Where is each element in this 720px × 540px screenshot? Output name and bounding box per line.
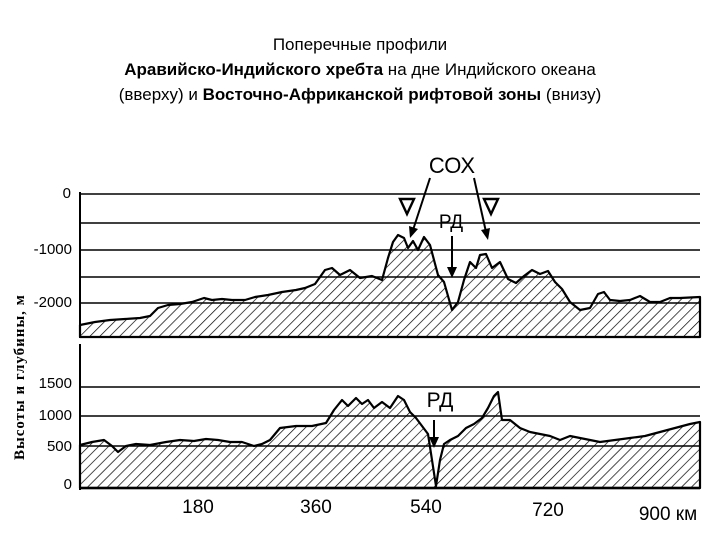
triangle-marker-icon: [482, 197, 500, 217]
label-rd-top: РД: [439, 212, 463, 233]
top-tick-label: -2000: [34, 294, 72, 311]
caption-rift-name: Восточно-Африканской рифтовой зоны: [202, 85, 542, 104]
caption-line-3: (вверху) и Восточно-Африканской рифтовой…: [0, 82, 720, 107]
bottom-tick-label: 1500: [39, 375, 72, 392]
bottom-tick-label: 0: [64, 476, 72, 493]
top-panel: 0 -1000 -2000 СОХ РД: [34, 153, 702, 339]
bottom-relief-fill: [78, 390, 702, 490]
arrow-head-icon: [447, 267, 457, 278]
top-tick-label: 0: [63, 185, 71, 202]
x-tick-label: 720: [532, 500, 564, 521]
x-tick-label: 180: [182, 497, 214, 518]
bottom-panel: 1500 1000 500 0 РД 180 360 540 720 900 к…: [39, 344, 702, 525]
x-tick-label: 900 км: [639, 504, 697, 525]
x-tick-label: 360: [300, 497, 332, 518]
bottom-tick-label: 500: [47, 438, 72, 455]
caption-line-1: Поперечные профили: [272, 35, 448, 54]
label-rd-bottom: РД: [427, 389, 454, 412]
caption-line3-post: (внизу): [541, 85, 602, 104]
caption-ridge-name: Аравийско-Индийского хребта: [124, 60, 384, 79]
bottom-tick-label: 1000: [39, 407, 72, 424]
arrow-head-icon: [429, 437, 439, 448]
triangle-marker-icon: [398, 197, 416, 217]
caption-line-2: Аравийско-Индийского хребта на дне Индий…: [0, 57, 720, 82]
cox-arrow-left: [412, 177, 431, 231]
cox-arrow-right: [473, 177, 487, 233]
caption-line3-pre: (вверху) и: [118, 85, 203, 104]
arrow-head-icon: [409, 226, 418, 238]
label-cox: СОХ: [429, 153, 476, 178]
x-tick-label: 540: [410, 497, 442, 518]
figure-caption: Поперечные профили Аравийско-Индийского …: [0, 32, 720, 107]
top-tick-label: -1000: [34, 241, 72, 258]
arrow-head-icon: [481, 228, 490, 240]
top-relief-fill: [78, 233, 702, 339]
y-axis-title: Высоты и глубины, м: [12, 294, 28, 460]
caption-ridge-rest: на дне Индийского океана: [383, 60, 596, 79]
